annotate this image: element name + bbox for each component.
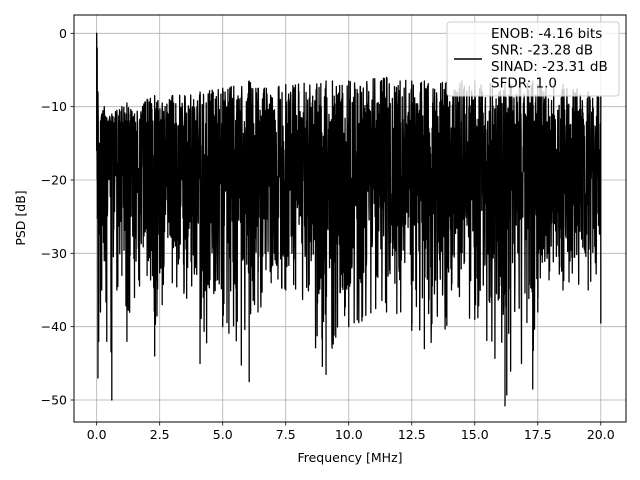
x-tick-label: 7.5 <box>276 427 296 442</box>
x-tick-label: 10.0 <box>335 427 363 442</box>
y-tick-label: −20 <box>41 173 67 188</box>
x-tick-label: 5.0 <box>213 427 233 442</box>
legend: ENOB: -4.16 bits SNR: -23.28 dB SINAD: -… <box>446 21 620 97</box>
y-tick-label: −50 <box>41 393 67 408</box>
x-tick-label: 12.5 <box>398 427 426 442</box>
x-tick-label: 0.0 <box>87 427 107 442</box>
x-tick-label: 15.0 <box>461 427 489 442</box>
legend-entry-sfdr: SFDR: 1.0 <box>491 76 557 92</box>
y-tick-label: −10 <box>41 99 67 114</box>
x-tick-label: 17.5 <box>524 427 552 442</box>
y-tick-label: −30 <box>41 246 67 261</box>
x-axis-label: Frequency [MHz] <box>297 450 402 465</box>
legend-entry-sinad: SINAD: -23.31 dB <box>491 59 608 75</box>
x-tick-label: 20.0 <box>587 427 615 442</box>
y-tick-label: 0 <box>59 26 67 41</box>
legend-entry-snr: SNR: -23.28 dB <box>491 43 593 59</box>
x-tick-label: 2.5 <box>150 427 170 442</box>
y-axis-ticks: 0 −10 −20 −30 −40 −50 <box>41 26 74 408</box>
y-axis-label: PSD [dB] <box>13 190 28 245</box>
x-axis-ticks: 0.0 2.5 5.0 7.5 10.0 12.5 15.0 17.5 20.0 <box>87 422 615 442</box>
y-tick-label: −40 <box>41 319 67 334</box>
legend-entry-enob: ENOB: -4.16 bits <box>491 26 602 42</box>
legend-box <box>446 21 620 97</box>
axes-frame <box>73 14 627 423</box>
